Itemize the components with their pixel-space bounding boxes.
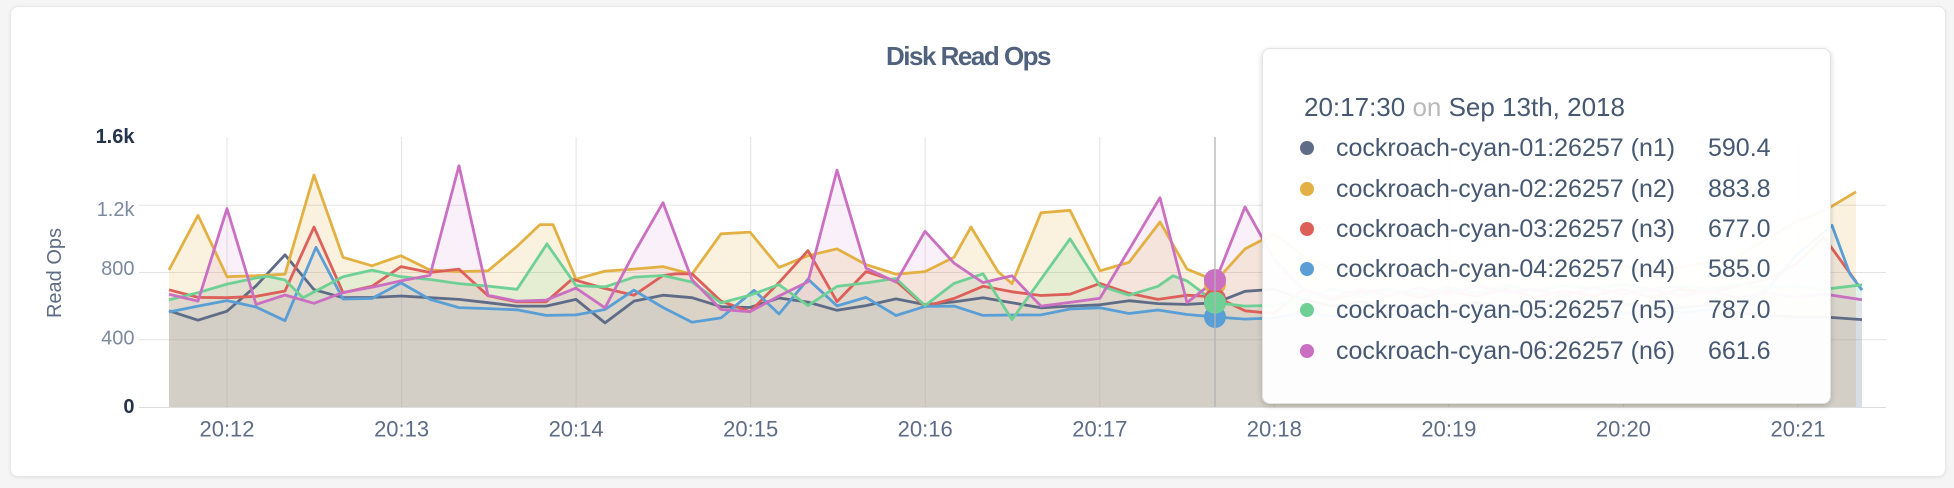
svg-text:20:21: 20:21 bbox=[1770, 417, 1825, 442]
svg-text:0: 0 bbox=[123, 396, 134, 418]
svg-text:20:14: 20:14 bbox=[549, 417, 604, 442]
svg-text:20:18: 20:18 bbox=[1247, 417, 1302, 442]
svg-text:Read Ops: Read Ops bbox=[44, 228, 66, 318]
svg-text:20:20: 20:20 bbox=[1596, 417, 1651, 442]
svg-text:20:15: 20:15 bbox=[723, 417, 778, 442]
svg-text:20:17: 20:17 bbox=[1072, 417, 1127, 442]
svg-text:20:16: 20:16 bbox=[898, 417, 953, 442]
svg-text:1.6k: 1.6k bbox=[96, 126, 136, 148]
svg-text:400: 400 bbox=[101, 328, 134, 350]
svg-text:20:13: 20:13 bbox=[374, 417, 429, 442]
svg-text:800: 800 bbox=[101, 258, 134, 280]
svg-text:20:12: 20:12 bbox=[199, 417, 254, 442]
svg-text:20:19: 20:19 bbox=[1421, 417, 1476, 442]
svg-text:1.2k: 1.2k bbox=[97, 199, 136, 221]
